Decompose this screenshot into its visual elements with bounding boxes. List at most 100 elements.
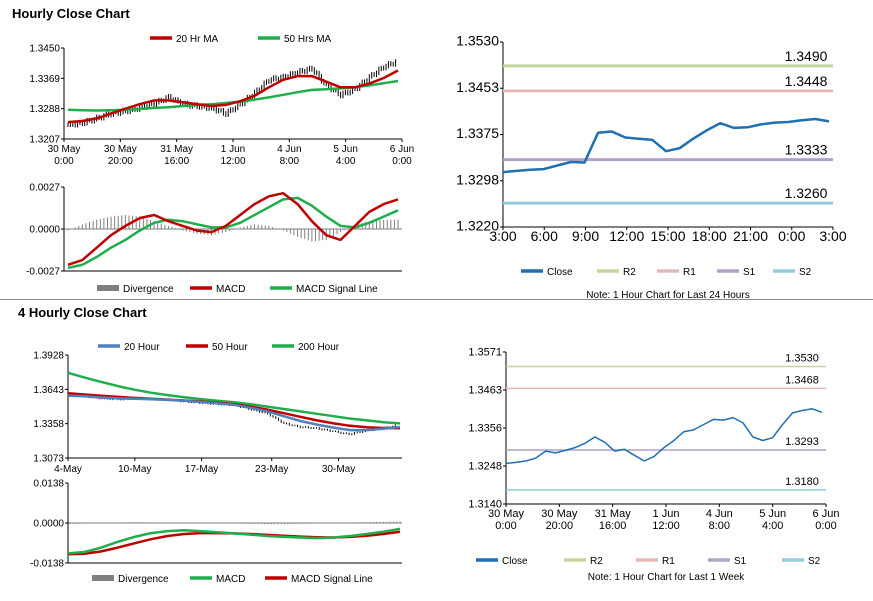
- hourly-price-x-tick-label: 20:00: [108, 156, 133, 167]
- hourly-levels-y-tick-label: 1.3298: [456, 171, 499, 187]
- hourly-price-x-tick-label: 30 May: [48, 144, 81, 155]
- four-hourly-levels-y-tick-label: 1.3140: [468, 499, 502, 511]
- hourly-price-x-tick-label: 8:00: [280, 156, 300, 167]
- hourly-levels-level-label-r2: 1.3490: [785, 48, 828, 64]
- four-hourly-legend-20-hour-label: 20 Hour: [124, 342, 160, 353]
- hourly-levels-y-tick-label: 1.3453: [456, 79, 499, 95]
- four-hourly-levels-x-tick-label: 30 May: [541, 508, 578, 520]
- four-hourly-levels-x-tick-label: 1 Jun: [653, 508, 680, 520]
- hourly-price-x-tick-label: 4 Jun: [277, 144, 301, 155]
- hourly-levels-y-tick-label: 1.3375: [456, 125, 499, 141]
- hourly-levels-x-tick-label: 21:00: [733, 228, 768, 244]
- hourly-levels-legend-close-label: Close: [547, 267, 573, 278]
- hourly-macd-legend-signal-label: MACD Signal Line: [296, 284, 378, 295]
- four-hourly-levels-legend-r1-label: R1: [662, 556, 675, 567]
- hourly-price-x-tick-label: 0:00: [54, 156, 74, 167]
- four-hourly-price-x-tick-label: 23-May: [255, 464, 288, 475]
- four-hourly-levels-close-line: [505, 408, 823, 465]
- hourly-price-x-tick-label: 31 May: [160, 144, 193, 155]
- hourly-levels-y-tick-label: 1.3220: [456, 218, 499, 234]
- hourly-price-x-tick-label: 0:00: [392, 156, 412, 167]
- four-hourly-ma-line-200-hour: [67, 371, 401, 425]
- hourly-macd-line-macd: [67, 191, 399, 266]
- four-hourly-levels-x-tick-label: 6 Jun: [813, 508, 840, 520]
- four-hourly-levels-level-label-s2: 1.3180: [785, 476, 819, 488]
- four-hourly-macd-y-tick-label: -0.0138: [30, 559, 64, 570]
- four-hourly-levels-y-tick-label: 1.3571: [468, 347, 502, 359]
- hourly-legend-20hr-ma-label: 20 Hr MA: [176, 34, 219, 45]
- four-hourly-macd-legend-divergence-swatch: [92, 575, 114, 581]
- hourly-section-title: Hourly Close Chart: [12, 6, 130, 21]
- four-hourly-price-y-tick-label: 1.3073: [33, 454, 64, 465]
- hourly-price-y-tick-label: 1.3369: [29, 74, 60, 85]
- hourly-levels-legend-s1-label: S1: [743, 267, 756, 278]
- hourly-levels-x-tick-label: 12:00: [609, 228, 644, 244]
- hourly-levels-x-tick-label: 18:00: [692, 228, 727, 244]
- four-hourly-levels-x-tick-label: 12:00: [652, 520, 680, 532]
- hourly-levels-note: Note: 1 Hour Chart for Last 24 Hours: [586, 290, 749, 301]
- hourly-levels-legend-s2-label: S2: [799, 267, 812, 278]
- four-hourly-macd-y-tick-label: 0.0138: [33, 479, 64, 490]
- four-hourly-section-title: 4 Hourly Close Chart: [18, 305, 147, 320]
- hourly-macd-legend-divergence-label: Divergence: [123, 284, 174, 295]
- four-hourly-macd-legend-macd-label: MACD: [216, 574, 245, 585]
- four-hourly-levels-note: Note: 1 Hour Chart for Last 1 Week: [588, 572, 746, 583]
- four-hourly-levels-level-label-s1: 1.3293: [785, 436, 819, 448]
- hourly-price-x-tick-label: 4:00: [336, 156, 356, 167]
- hourly-macd-y-tick-label: -0.0027: [26, 267, 60, 278]
- four-hourly-levels-legend-s1-label: S1: [734, 556, 747, 567]
- four-hourly-levels-x-tick-label: 30 May: [488, 508, 525, 520]
- hourly-levels-x-tick-label: 0:00: [778, 228, 805, 244]
- hourly-levels-x-tick-label: 9:00: [572, 228, 599, 244]
- four-hourly-levels-y-tick-label: 1.3356: [468, 423, 502, 435]
- hourly-levels-x-tick-label: 3:00: [819, 228, 846, 244]
- hourly-levels-legend-r2-label: R2: [623, 267, 636, 278]
- hourly-ma-line-20-hr-ma: [67, 69, 399, 124]
- four-hourly-levels-level-label-r1: 1.3468: [785, 374, 819, 386]
- hourly-macd-legend-macd-label: MACD: [216, 284, 245, 295]
- hourly-price-y-tick-label: 1.3450: [29, 44, 60, 55]
- hourly-price-x-tick-label: 30 May: [104, 144, 137, 155]
- hourly-levels-x-tick-label: 3:00: [489, 228, 516, 244]
- hourly-levels-close-line: [502, 117, 830, 174]
- four-hourly-price-x-tick-label: 30-May: [322, 464, 355, 475]
- hourly-macd-y-tick-label: 0.0000: [29, 225, 60, 236]
- four-hourly-price-x-tick-label: 17-May: [185, 464, 218, 475]
- hourly-levels-legend-r1-label: R1: [683, 267, 696, 278]
- four-hourly-levels-x-tick-label: 0:00: [495, 520, 516, 532]
- four-hourly-ma-line-20-hour: [67, 394, 401, 432]
- four-hourly-levels-x-tick-label: 16:00: [599, 520, 627, 532]
- hourly-levels-level-label-s2: 1.3260: [785, 185, 828, 201]
- four-hourly-price-y-tick-label: 1.3358: [33, 419, 64, 430]
- hourly-price-x-tick-label: 16:00: [164, 156, 189, 167]
- hourly-price-y-tick-label: 1.3207: [29, 135, 60, 146]
- four-hourly-levels-x-tick-label: 8:00: [709, 520, 730, 532]
- four-hourly-levels-x-tick-label: 4:00: [762, 520, 783, 532]
- hourly-price-y-tick-label: 1.3288: [29, 104, 60, 115]
- hourly-price-x-tick-label: 12:00: [220, 156, 245, 167]
- four-hourly-levels-x-tick-label: 0:00: [815, 520, 836, 532]
- four-hourly-legend-50-hour-label: 50 Hour: [212, 342, 248, 353]
- four-hourly-levels-legend-s2-label: S2: [808, 556, 821, 567]
- hourly-levels-x-tick-label: 15:00: [650, 228, 685, 244]
- hourly-legend-50hrs-ma-label: 50 Hrs MA: [284, 34, 332, 45]
- four-hourly-levels-legend-r2-label: R2: [590, 556, 603, 567]
- four-hourly-levels-y-tick-label: 1.3248: [468, 461, 502, 473]
- four-hourly-price-y-tick-label: 1.3643: [33, 385, 64, 396]
- four-hourly-price-x-tick-label: 10-May: [118, 464, 151, 475]
- four-hourly-macd-line-macd: [67, 527, 401, 555]
- four-hourly-levels-level-label-r2: 1.3530: [785, 352, 819, 364]
- hourly-levels-level-label-s1: 1.3333: [785, 142, 828, 158]
- hourly-price-x-tick-label: 1 Jun: [221, 144, 245, 155]
- hourly-levels-x-tick-label: 6:00: [531, 228, 558, 244]
- four-hourly-macd-y-tick-label: 0.0000: [33, 519, 64, 530]
- four-hourly-levels-x-tick-label: 4 Jun: [706, 508, 733, 520]
- hourly-levels-level-label-r1: 1.3448: [785, 73, 828, 89]
- four-hourly-price-y-tick-label: 1.3928: [33, 351, 64, 362]
- four-hourly-levels-x-tick-label: 31 May: [595, 508, 632, 520]
- hourly-ma-line-50-hrs-ma: [67, 79, 399, 112]
- four-hourly-legend-200-hour-label: 200 Hour: [298, 342, 340, 353]
- four-hourly-macd-legend-divergence-label: Divergence: [118, 574, 169, 585]
- hourly-levels-y-tick-label: 1.3530: [456, 33, 499, 49]
